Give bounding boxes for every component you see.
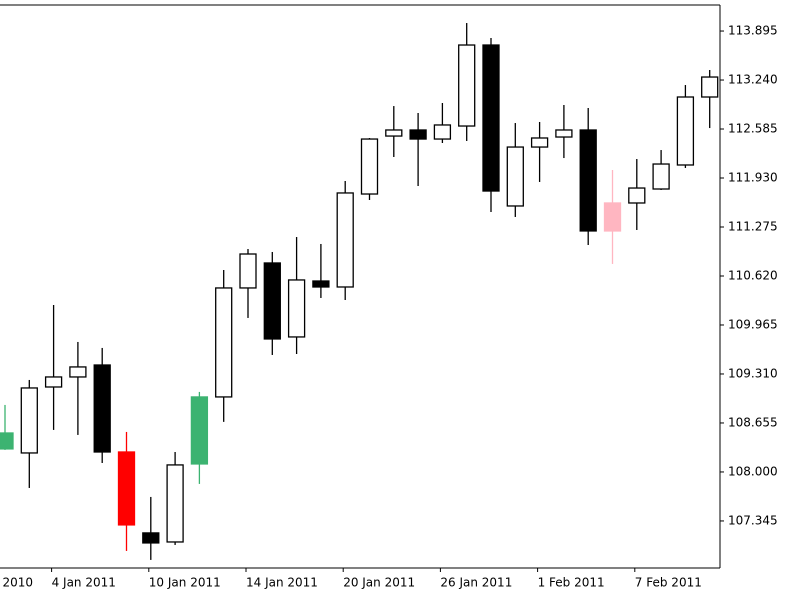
candle-body [215, 287, 233, 398]
y-tick-label: 113.895 [728, 24, 778, 38]
x-tick-label: 14 Jan 2011 [246, 576, 318, 590]
candle-body [603, 202, 622, 232]
candle-body [239, 253, 257, 289]
x-tick-label: 4 Jan 2011 [52, 576, 116, 590]
y-tick-label: 108.655 [728, 415, 778, 429]
x-tick-label: 7 Feb 2011 [635, 576, 702, 590]
candle-body [433, 124, 452, 140]
candle-body [530, 137, 549, 148]
candle-body [117, 451, 136, 526]
candle-body [69, 366, 87, 378]
candle-body [312, 280, 330, 288]
candle-body [385, 129, 403, 137]
candle-body [482, 44, 500, 192]
candle-body [506, 146, 524, 207]
candle-body [287, 279, 306, 338]
candle-body [676, 96, 695, 166]
candle-body [336, 192, 354, 288]
candle-body [579, 129, 597, 232]
candle-body [458, 44, 476, 127]
candle-body [360, 138, 379, 195]
y-tick-label: 109.965 [728, 317, 778, 331]
y-tick-label: 109.310 [728, 366, 778, 380]
candle-body [0, 432, 14, 450]
y-tick-label: 111.930 [728, 171, 778, 185]
y-tick-label: 111.275 [728, 219, 778, 233]
x-tick-label: 1 Feb 2011 [538, 576, 605, 590]
candle-body [142, 532, 160, 544]
y-tick-label: 107.345 [728, 513, 778, 527]
y-tick-label: 112.585 [728, 122, 778, 136]
candle-body [701, 76, 719, 98]
x-tick-label: 26 Jan 2011 [440, 576, 512, 590]
candle-body [190, 396, 209, 465]
candle-body [409, 129, 427, 140]
candle-body [628, 187, 646, 204]
candle-body [263, 262, 281, 340]
candle-body [44, 376, 63, 388]
y-tick-label: 108.000 [728, 464, 778, 478]
candle-body [20, 387, 38, 454]
candle-body [555, 129, 573, 138]
y-tick-label: 113.240 [728, 73, 778, 87]
x-tick-label: 10 Jan 2011 [149, 576, 221, 590]
candle-body [652, 163, 670, 190]
candle-body [93, 364, 111, 453]
x-tick-label: 20 Jan 2011 [343, 576, 415, 590]
x-tick-label: 2010 [2, 576, 33, 590]
y-tick-label: 110.620 [728, 268, 778, 282]
candle-body [166, 464, 184, 543]
